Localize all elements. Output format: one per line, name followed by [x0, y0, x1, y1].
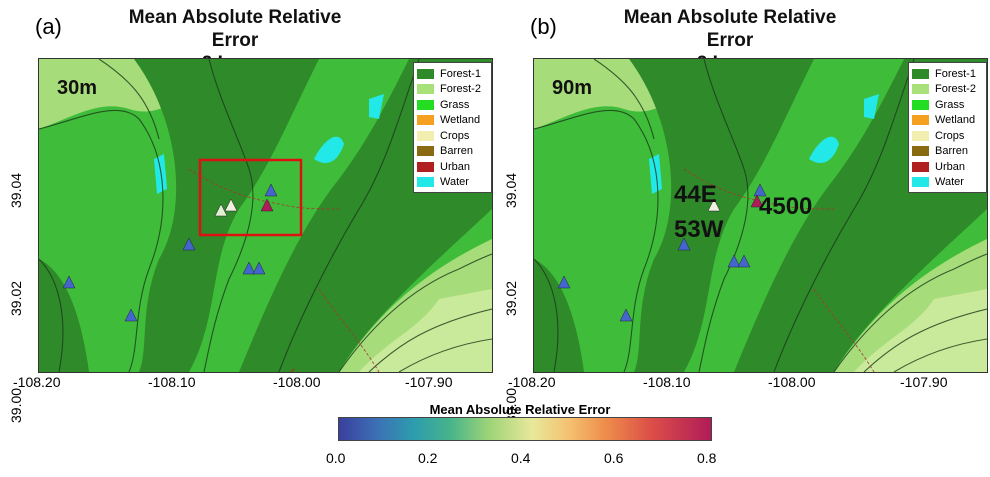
colorbar-tick-label: 0.6	[604, 450, 624, 466]
x-tick-label: -108.20	[508, 374, 556, 390]
legend-item: Barren	[912, 144, 983, 160]
colorbar	[338, 417, 712, 441]
panel-letter: (a)	[35, 14, 62, 39]
resolution-label: 90m	[552, 77, 593, 99]
title-line-1: Mean Absolute Relative Error	[128, 7, 342, 51]
legend-item: Wetland	[912, 113, 983, 129]
legend-item: Forest-1	[417, 66, 488, 82]
legend-item: Wetland	[417, 113, 488, 129]
legend-item: Crops	[417, 128, 488, 144]
colorbar-tick-label: 0.0	[326, 450, 346, 466]
colorbar-tick-label: 0.4	[511, 450, 531, 466]
colorbar-tick-label: 0.2	[418, 450, 438, 466]
land-cover-legend: Forest-1 Forest-2 Grass Wetland Crops Ba…	[413, 62, 492, 193]
legend-item: Forest-2	[417, 82, 488, 98]
legend-item: Forest-2	[912, 82, 983, 98]
legend-item: Crops	[912, 128, 983, 144]
y-tick-label: 39.00	[8, 387, 24, 423]
resolution-label: 30m	[57, 77, 98, 99]
legend-item: Grass	[912, 97, 983, 113]
y-tick-label: 39.04	[503, 172, 519, 208]
panel-a: (a) Mean Absolute Relative Error 2 Layer…	[0, 0, 495, 423]
land-cover-legend: Forest-1 Forest-2 Grass Wetland Crops Ba…	[908, 62, 987, 193]
site-label: 44E	[674, 181, 717, 208]
panel-letter: (b)	[530, 14, 557, 39]
colorbar-title: Mean Absolute Relative Error	[429, 402, 611, 417]
x-tick-label: -108.00	[768, 374, 816, 390]
site-label: 53W	[674, 216, 724, 243]
x-tick-label: -108.10	[148, 374, 196, 390]
x-tick-label: -107.90	[900, 374, 948, 390]
colorbar-tick-label: 0.8	[697, 450, 717, 466]
x-tick-label: -108.00	[273, 374, 321, 390]
land-cover-map: 30m Forest-1 Forest-2 Grass Wetland Crop…	[38, 58, 493, 373]
legend-item: Water	[417, 175, 488, 191]
x-tick-label: -107.90	[405, 374, 453, 390]
panel-b: (b) Mean Absolute Relative Error 2 Layer…	[495, 0, 990, 423]
site-label: 4500	[759, 193, 813, 220]
legend-item: Forest-1	[912, 66, 983, 82]
y-tick-label: 39.04	[8, 172, 24, 208]
legend-item: Urban	[912, 159, 983, 175]
y-axis: 39.04 39.02 39.00	[0, 58, 38, 423]
legend-item: Grass	[417, 97, 488, 113]
x-tick-label: -108.10	[643, 374, 691, 390]
y-tick-label: 39.02	[8, 280, 24, 316]
legend-item: Urban	[417, 159, 488, 175]
title-line-1: Mean Absolute Relative Error	[623, 7, 837, 51]
y-axis: 39.04 39.02 39.00	[495, 58, 533, 423]
x-tick-label: -108.20	[13, 374, 61, 390]
y-tick-label: 39.02	[503, 280, 519, 316]
legend-item: Barren	[417, 144, 488, 160]
land-cover-map: 90m 44E 53W 4500 Forest-1 Forest-2 Grass…	[533, 58, 988, 373]
legend-item: Water	[912, 175, 983, 191]
map-terrain	[39, 59, 492, 372]
